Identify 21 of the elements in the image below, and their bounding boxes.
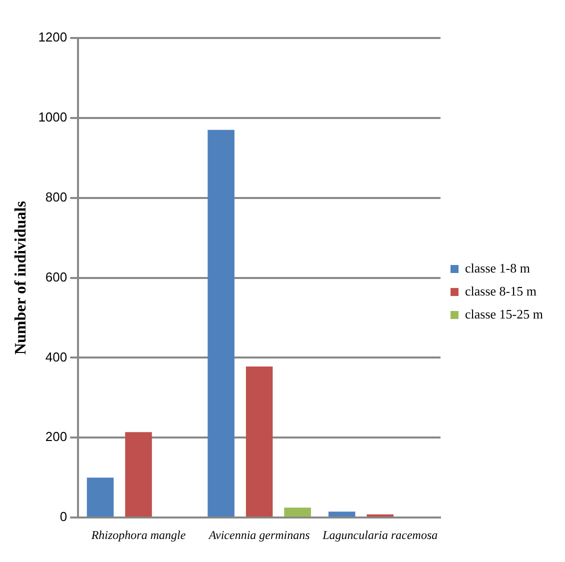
bar <box>284 508 311 517</box>
legend-label: classe 15-25 m <box>465 306 544 322</box>
y-tick-label: 800 <box>45 189 68 204</box>
y-tick-label: 1000 <box>38 110 68 125</box>
x-tick-label: Laguncularia racemosa <box>322 528 438 542</box>
y-axis-title: Number of individuals <box>12 201 30 355</box>
y-tick-label: 0 <box>60 509 68 524</box>
y-tick-label: 1200 <box>38 30 68 45</box>
y-tick-label: 600 <box>45 269 68 284</box>
bar <box>246 366 273 517</box>
bar <box>208 130 234 517</box>
legend-label: classe 1-8 m <box>465 260 530 276</box>
bar <box>125 432 152 517</box>
y-tick-label: 200 <box>45 429 68 444</box>
legend-label: classe 8-15 m <box>465 283 537 298</box>
bar <box>366 514 394 517</box>
x-tick-label: Rhizophora mangle <box>90 528 186 542</box>
bar <box>328 512 356 517</box>
y-tick-label: 400 <box>45 349 68 364</box>
bar <box>86 478 114 517</box>
x-tick-label: Avicennia germinans <box>208 528 310 542</box>
